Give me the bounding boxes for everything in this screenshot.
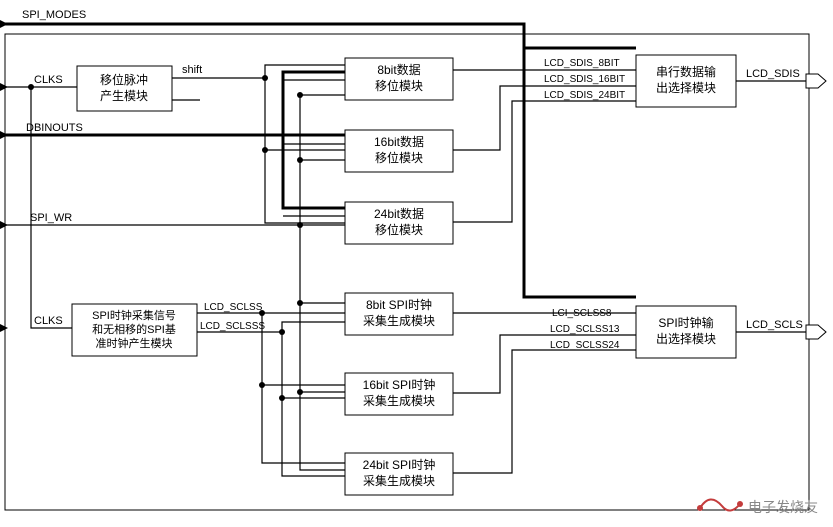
block-data16: 16bit数据 移位模块 [345,130,453,172]
node-spiwr-3 [297,92,303,98]
svg-text:串行数据输: 串行数据输 [656,64,716,79]
node-spiwr-1 [297,157,303,163]
block-clk-base: SPI时钟采集信号 和无相移的SPI基 准时钟产生模块 [72,304,197,356]
label-spi-modes: SPI_MODES [22,9,86,21]
label-sdis-8: LCD_SDIS_8BIT [544,58,620,69]
node-clks-tap [28,84,34,90]
label-shift: shift [182,64,202,76]
label-lcd-scls: LCD_SCLS [746,319,803,331]
node-shift-1 [262,75,268,81]
brand-text: 电子发烧友 [748,499,818,515]
svg-text:SPI时钟采集信号: SPI时钟采集信号 [92,308,176,322]
svg-text:移位模块: 移位模块 [375,150,423,165]
svg-text:24bit SPI时钟: 24bit SPI时钟 [363,457,436,472]
port-lcd-sdis [806,74,826,88]
arrow-spi-modes-in [0,20,8,28]
block-clk16: 16bit SPI时钟 采集生成模块 [345,373,453,415]
svg-text:移位模块: 移位模块 [375,78,423,93]
diagram-canvas: SPI_MODES CLKS DBINOUTS SPI_WR CLKS shif… [0,0,833,527]
svg-text:16bit数据: 16bit数据 [374,134,424,149]
svg-text:8bit数据: 8bit数据 [377,62,420,77]
svg-text:产生模块: 产生模块 [100,89,148,103]
label-lcd-sclsss: LCD_SCLSSS [200,321,265,332]
svg-text:采集生成模块: 采集生成模块 [363,473,435,488]
label-dbinouts: DBINOUTS [26,122,83,134]
label-clks-top: CLKS [34,74,63,86]
block-clk24: 24bit SPI时钟 采集生成模块 [345,453,453,495]
svg-text:采集生成模块: 采集生成模块 [363,313,435,328]
label-sclss13: LCD_SCLSS13 [550,324,620,335]
svg-text:和无相移的SPI基: 和无相移的SPI基 [92,322,176,336]
label-clks-bot: CLKS [34,315,63,327]
block-data8: 8bit数据 移位模块 [345,58,453,100]
svg-text:出选择模块: 出选择模块 [656,81,716,95]
svg-text:出选择模块: 出选择模块 [656,332,716,346]
label-sclss24: LCD_SCLSS24 [550,340,620,351]
node-sclsss-2 [279,395,285,401]
label-lcd-sdis: LCD_SDIS [746,68,800,80]
svg-text:移位模块: 移位模块 [375,222,423,237]
svg-text:16bit SPI时钟: 16bit SPI时钟 [363,377,436,392]
label-lcd-sclss: LCD_SCLSS [204,302,263,313]
node-shift-2 [262,147,268,153]
node-sclsss-1 [279,329,285,335]
label-sdis-24: LCD_SDIS_24BIT [544,90,625,101]
node-spiwr-c2 [297,389,303,395]
node-spiwr-c1 [297,300,303,306]
svg-text:采集生成模块: 采集生成模块 [363,393,435,408]
block-clk8: 8bit SPI时钟 采集生成模块 [345,293,453,335]
svg-text:8bit SPI时钟: 8bit SPI时钟 [366,297,432,312]
node-sclss-1 [259,310,265,316]
port-lcd-scls [806,325,826,339]
label-spi-wr: SPI_WR [30,212,72,224]
svg-text:移位脉冲: 移位脉冲 [100,72,148,87]
label-sdis-16: LCD_SDIS_16BIT [544,74,625,85]
svg-text:准时钟产生模块: 准时钟产生模块 [96,336,173,350]
block-sdis-sel: 串行数据输 出选择模块 [636,55,736,107]
svg-text:SPI时钟输: SPI时钟输 [658,315,713,330]
block-shift-pulse: 移位脉冲 产生模块 [77,66,172,111]
svg-text:24bit数据: 24bit数据 [374,206,424,221]
block-data24: 24bit数据 移位模块 [345,202,453,244]
block-scls-sel: SPI时钟输 出选择模块 [636,306,736,358]
node-sclss-2 [259,382,265,388]
